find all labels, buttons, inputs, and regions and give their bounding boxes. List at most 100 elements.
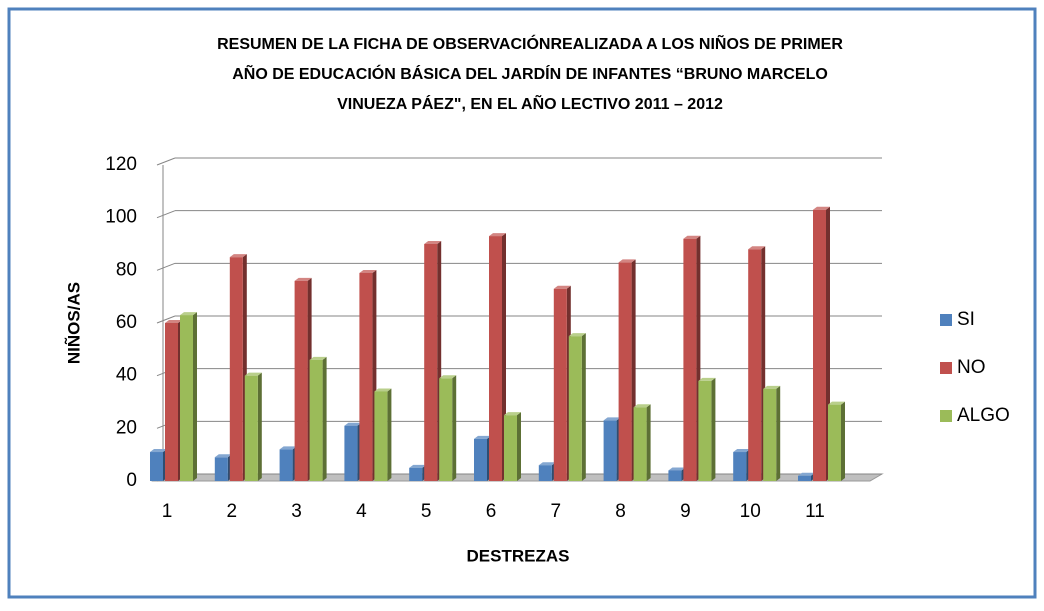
bar-top	[603, 417, 621, 421]
x-axis-label: DESTREZAS	[467, 546, 570, 565]
bar-top	[553, 285, 571, 289]
bar-top	[344, 422, 362, 426]
legend-label: NO	[957, 357, 986, 378]
y-tick-label: 60	[116, 312, 137, 333]
bar	[683, 238, 697, 481]
bar-top	[150, 449, 167, 453]
grid-line	[156, 262, 176, 271]
bar-top	[798, 472, 815, 476]
y-tick-label: 20	[116, 417, 137, 438]
x-tick-label: 11	[805, 501, 825, 522]
bar	[309, 359, 323, 481]
bar	[229, 257, 243, 481]
x-tick-label: 5	[421, 501, 432, 522]
chart-title: RESUMEN DE LA FICHA DE OBSERVACIÓNREALIZ…	[217, 33, 843, 53]
bar-top	[474, 435, 491, 439]
bar-top	[733, 449, 751, 453]
bar-top	[180, 312, 197, 316]
bar	[763, 388, 777, 481]
bar-top	[504, 412, 521, 416]
bar-top	[813, 206, 830, 210]
bar	[359, 272, 373, 481]
bar-side	[581, 333, 586, 481]
legend-label: ALGO	[957, 405, 1010, 426]
bar-top	[359, 269, 377, 273]
bar-side	[646, 404, 651, 481]
bar	[603, 420, 617, 481]
bar	[424, 244, 438, 481]
x-tick-label: 10	[740, 501, 761, 522]
y-tick-label: 120	[105, 154, 137, 175]
bar-top	[828, 401, 845, 405]
bar-top	[409, 464, 427, 468]
bar-top	[633, 404, 651, 408]
bar-side	[517, 412, 521, 481]
bar	[748, 249, 762, 481]
chart-title: VINUEZA PÁEZ", EN EL AÑO LECTIVO 2011 – …	[337, 93, 723, 113]
y-axis-label: NIÑOS/AS	[63, 282, 83, 364]
bar	[733, 452, 747, 481]
bar	[279, 449, 293, 481]
bar-top	[214, 454, 232, 458]
bar-side	[193, 312, 197, 481]
bar-top	[748, 246, 766, 250]
legend-swatch	[940, 410, 952, 422]
x-tick-label: 7	[551, 501, 562, 522]
chart-title: AÑO DE EDUCACIÓN BÁSICA DEL JARDÍN DE IN…	[232, 63, 828, 83]
bar-side	[841, 401, 845, 481]
bar-top	[618, 259, 636, 263]
bar	[344, 425, 358, 481]
bar	[504, 415, 517, 481]
bar	[798, 475, 811, 481]
bar-top	[763, 385, 781, 389]
bar-top	[538, 462, 556, 466]
bar-side	[776, 385, 781, 481]
bar	[165, 323, 178, 481]
bar-top	[683, 235, 701, 239]
bar	[439, 378, 453, 481]
bar	[553, 288, 567, 481]
bar	[294, 280, 308, 481]
x-tick-label: 3	[291, 501, 302, 522]
bar	[244, 375, 258, 481]
bar	[568, 336, 582, 481]
bar-side	[387, 388, 392, 481]
bar-top	[279, 446, 297, 450]
bar-top	[698, 377, 716, 381]
x-tick-label: 6	[486, 501, 497, 522]
bar-top	[374, 388, 392, 392]
y-tick-label: 100	[105, 207, 137, 228]
x-tick-label: 8	[615, 501, 626, 522]
bar-top	[439, 375, 457, 379]
bar-side	[257, 372, 262, 481]
bar-top	[294, 277, 312, 281]
bar	[180, 315, 193, 481]
bar	[668, 470, 682, 481]
grid-line	[156, 315, 176, 324]
bar	[538, 465, 552, 481]
x-tick-label: 4	[356, 501, 367, 522]
grid-line	[156, 157, 176, 166]
legend-swatch	[940, 362, 952, 374]
bar	[474, 438, 487, 481]
bar-top	[244, 372, 262, 376]
bar	[633, 407, 647, 481]
bar-top	[489, 233, 506, 237]
x-tick-label: 2	[227, 501, 238, 522]
bar-top	[309, 356, 327, 360]
grid-line	[156, 210, 176, 219]
chart-frame	[7, 7, 1037, 599]
bar-top	[165, 320, 182, 323]
y-tick-label: 80	[116, 259, 137, 280]
bar-top	[668, 467, 686, 471]
bar-side	[452, 375, 457, 481]
bar	[374, 391, 388, 481]
bar-top	[568, 333, 586, 337]
bar-side	[711, 377, 716, 481]
bar	[489, 236, 502, 481]
bar	[150, 452, 163, 481]
legend-swatch	[940, 314, 952, 326]
bar	[409, 467, 423, 481]
bar	[813, 209, 826, 481]
